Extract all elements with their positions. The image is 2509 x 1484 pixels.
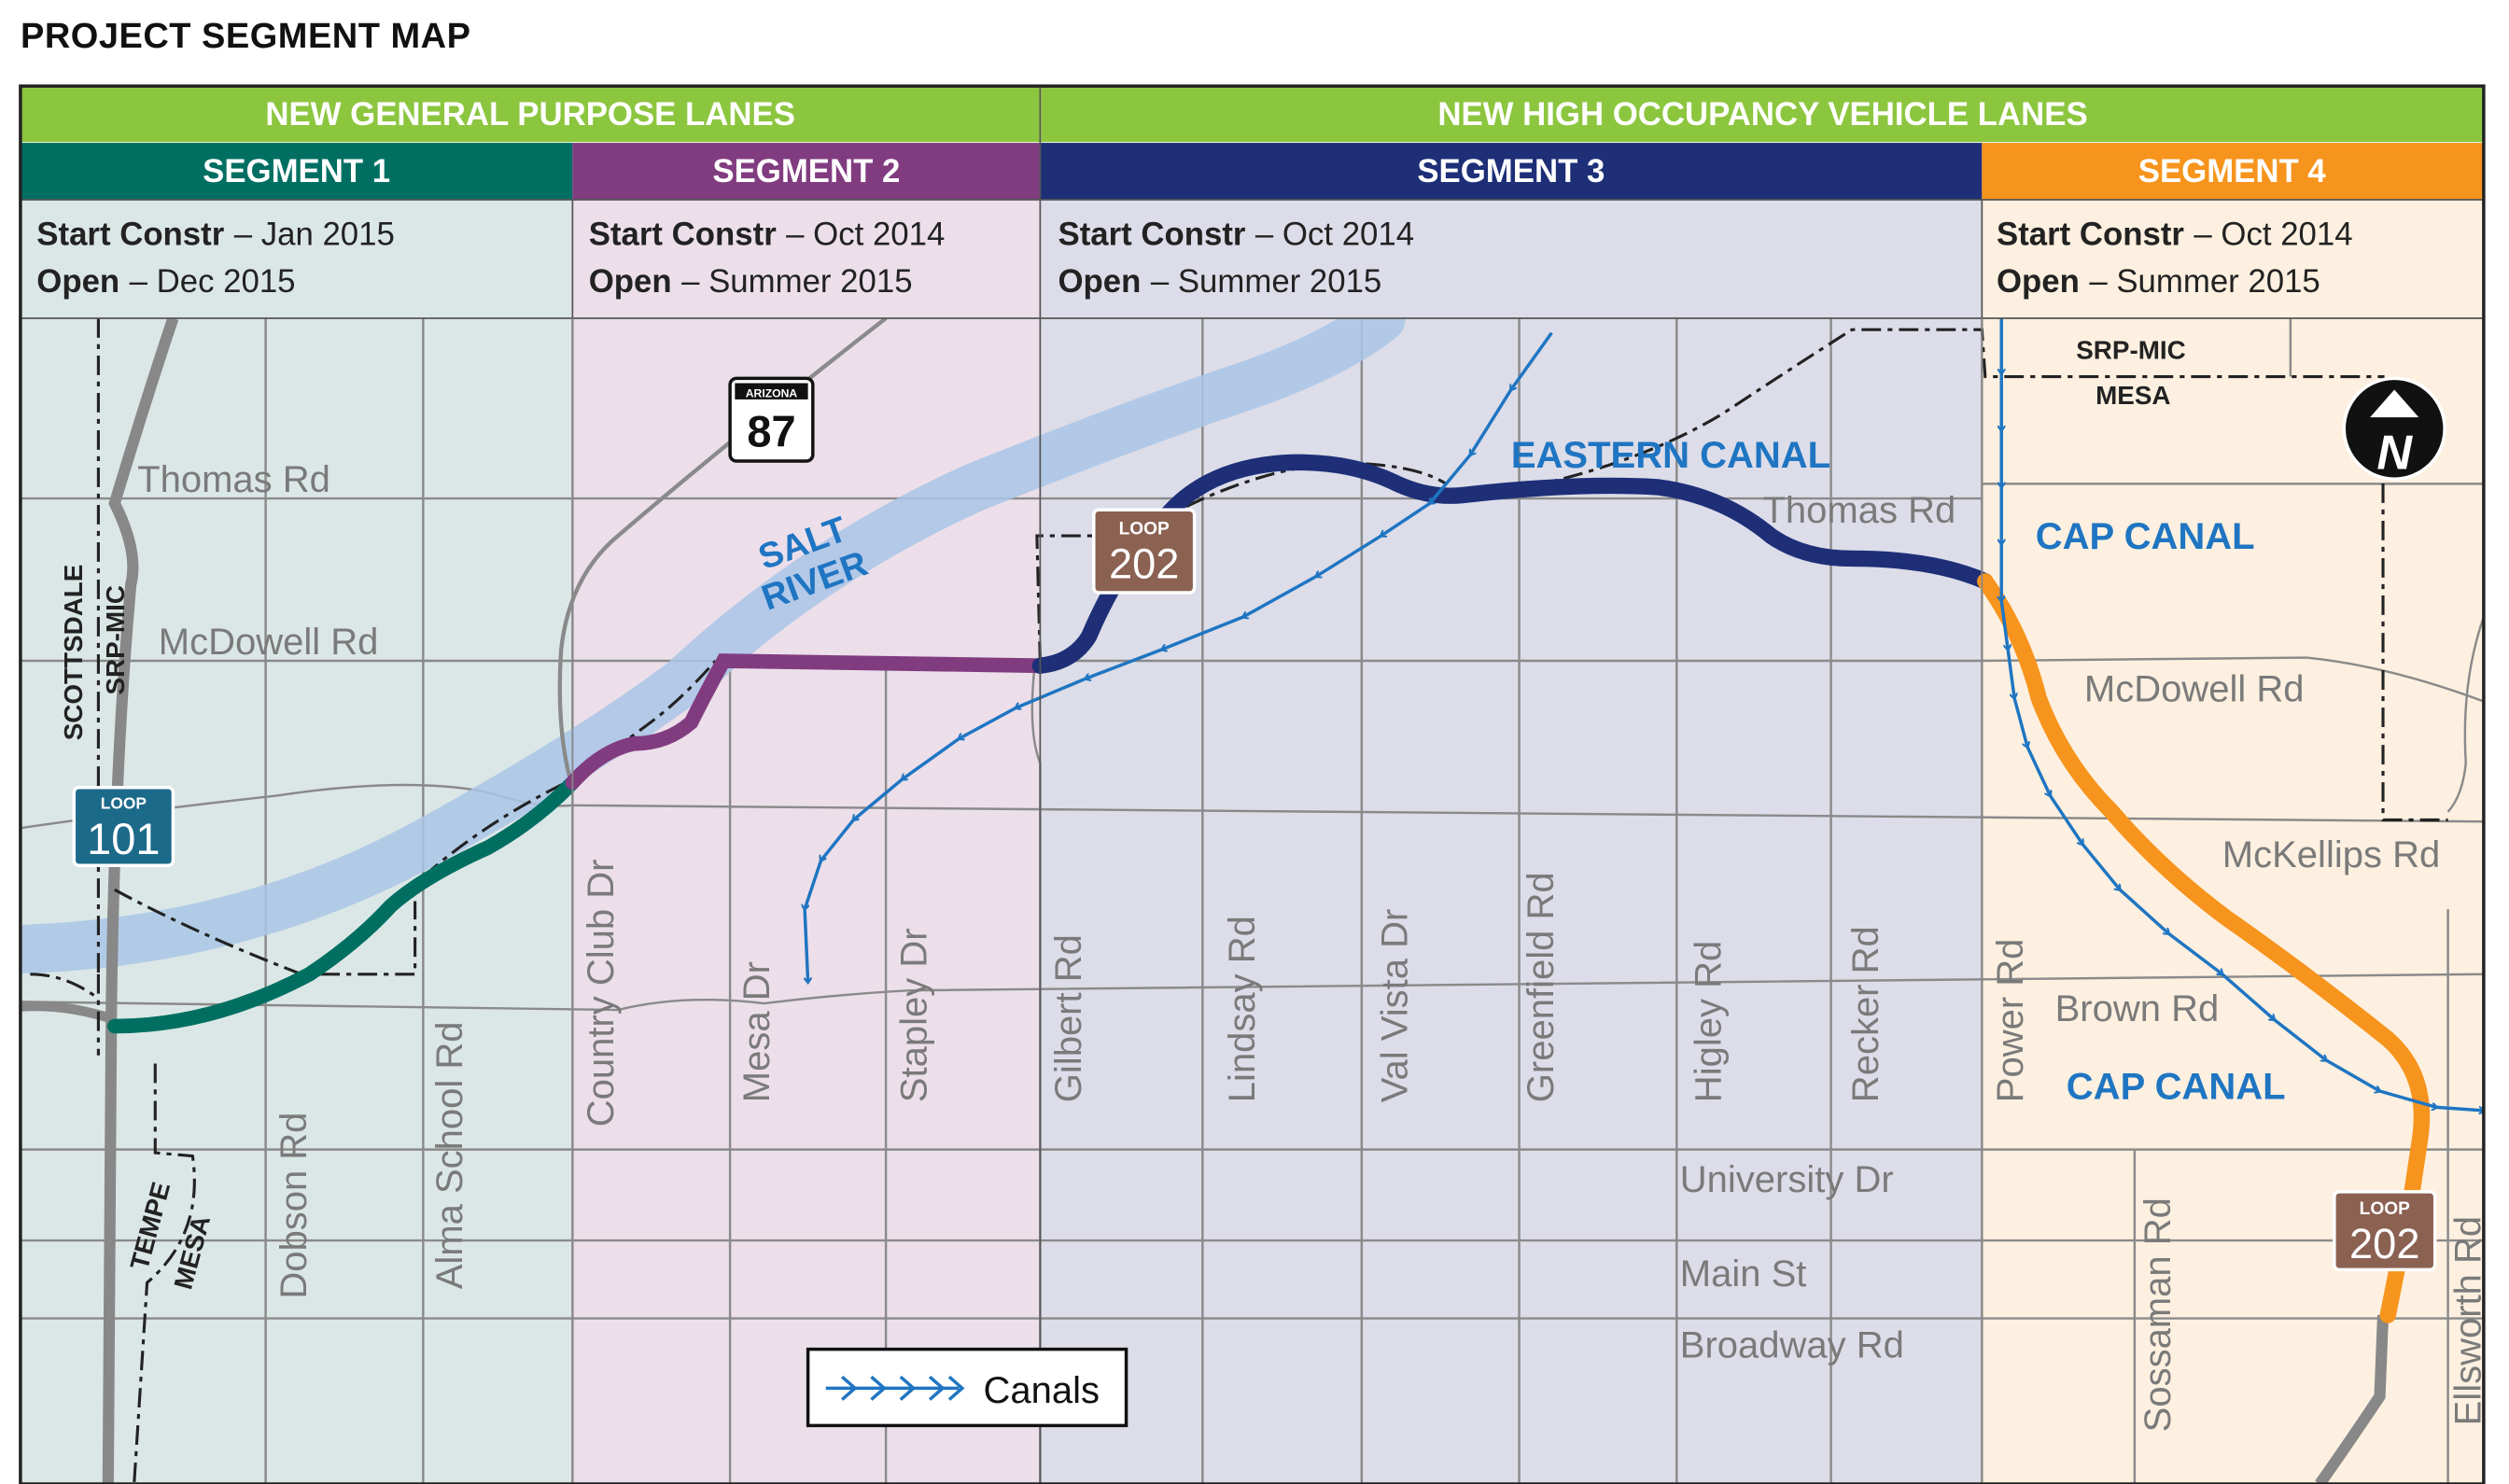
label-stapley-dr: Stapley Dr (894, 928, 935, 1102)
legend: Canals (806, 1347, 1128, 1428)
label-broadway-rd: Broadway Rd (1680, 1324, 1904, 1365)
loop202-shield-north: LOOP 202 (1092, 508, 1197, 595)
label-mckellips-rd: McKellips Rd (2222, 834, 2440, 875)
label-power-rd: Power Rd (1990, 939, 2031, 1103)
loop-202-south-freeway (2315, 1314, 2390, 1484)
label-dobson-rd: Dobson Rd (273, 1113, 315, 1299)
freeway-ramp-west (20, 1001, 117, 1025)
segment-3-title: SEGMENT 3 (1417, 154, 1605, 189)
segment-2-route (565, 653, 1048, 791)
loop202-south-number: 202 (2349, 1220, 2419, 1267)
svg-text:Start Constr– Oct 2014: Start Constr – Oct 2014 (1997, 217, 2353, 253)
label-mcdowell-rd-east: McDowell Rd (2084, 669, 2305, 710)
cap-canal-north-line (2001, 317, 2484, 1111)
label-mcdowell-rd: McDowell Rd (159, 622, 379, 663)
label-thomas-rd: Thomas Rd (137, 459, 330, 500)
segment-2-open: – Summer 2015 (681, 264, 912, 300)
segment-1-title: SEGMENT 1 (203, 154, 390, 189)
label-recker-rd: Recker Rd (1845, 926, 1886, 1102)
label-val-vista-dr: Val Vista Dr (1375, 909, 1416, 1102)
header-group-1 (20, 85, 1042, 144)
segment-1-tab (20, 143, 573, 200)
label-srp-mic-east: SRP-MIC (2076, 335, 2186, 364)
segment-3-start-label: Start Constr (1058, 217, 1246, 253)
label-university-dr: University Dr (1680, 1159, 1894, 1200)
eastern-canal-line (805, 331, 1553, 983)
label-ellsworth-rd: Ellsworth Rd (2447, 1216, 2488, 1426)
label-mesa-dr: Mesa Dr (736, 961, 778, 1102)
segment-4-start: – Oct 2014 (2194, 217, 2352, 253)
segment-1-start-label: Start Constr (36, 217, 224, 253)
loop202-north-number: 202 (1109, 539, 1179, 587)
label-greenfield-rd: Greenfield Rd (1521, 872, 1562, 1102)
loop101-shield: LOOP 101 (72, 785, 175, 867)
segment-dates: Start Constr – Jan 2015 Open – Dec 2015 St… (36, 217, 2352, 300)
label-sossaman-rd: Sossaman Rd (2138, 1197, 2179, 1432)
label-cap-canal-north: CAP CANAL (2036, 516, 2255, 557)
label-country-club-dr: Country Club Dr (581, 860, 622, 1127)
sr87-shield-state: ARIZONA (746, 386, 798, 399)
north-arrow-icon: N (2342, 376, 2446, 481)
label-scottsdale: SCOTTSDALE (59, 565, 88, 741)
svg-text:Open– Summer 2015: Open – Summer 2015 (1058, 264, 1382, 300)
loop202-north-word: LOOP (1119, 519, 1170, 539)
segment-1-open: – Dec 2015 (130, 264, 296, 300)
segment-3-tab (1040, 143, 1983, 200)
segment-4-open-label: Open (1997, 264, 2080, 300)
label-lindsay-rd: Lindsay Rd (1222, 916, 1263, 1102)
segment-4-start-label: Start Constr (1997, 217, 2184, 253)
label-cap-canal-south: CAP CANAL (2067, 1067, 2286, 1108)
segment-3-open-label: Open (1058, 264, 1142, 300)
svg-text:Start Constr– Jan 2015: Start Constr – Jan 2015 (36, 217, 395, 253)
segment-1-open-label: Open (36, 264, 119, 300)
label-mesa-east: MESA (2096, 381, 2170, 410)
loop202-shield-south: LOOP 202 (2333, 1190, 2437, 1272)
svg-text:Open– Summer 2015: Open – Summer 2015 (1997, 264, 2320, 300)
segment-1-route (106, 775, 581, 1034)
label-gilbert-rd: Gilbert Rd (1048, 934, 1089, 1102)
segment-4-title: SEGMENT 4 (2138, 154, 2327, 189)
svg-text:Start Constr– Oct 2014: Start Constr – Oct 2014 (1058, 217, 1415, 253)
label-eastern-canal: EASTERN CANAL (1511, 435, 1830, 476)
segment-4-open: – Summer 2015 (2089, 264, 2320, 300)
svg-text:Open– Summer 2015: Open – Summer 2015 (589, 264, 913, 300)
segment-2-title: SEGMENT 2 (712, 154, 900, 189)
header-group-1-label: NEW GENERAL PURPOSE LANES (265, 97, 795, 133)
segment-1-start: – Jan 2015 (234, 217, 395, 253)
segment-2-start-label: Start Constr (589, 217, 777, 253)
segment-4-tab (1982, 143, 2484, 200)
segment-3-start: – Oct 2014 (1255, 217, 1414, 253)
segment-3-open: – Summer 2015 (1151, 264, 1381, 300)
segment-2-start: – Oct 2014 (786, 217, 945, 253)
loop101-number: 101 (87, 814, 160, 863)
svg-text:Open– Dec 2015: Open – Dec 2015 (36, 264, 295, 300)
legend-canal-icon (825, 1375, 965, 1401)
segment-2-open-label: Open (589, 264, 672, 300)
sr87-shield: ARIZONA 87 (728, 376, 815, 463)
header-group-2-label: NEW HIGH OCCUPANCY VEHICLE LANES (1437, 97, 2087, 133)
loop101-word: LOOP (101, 793, 147, 812)
sr87-shield-number: 87 (747, 406, 795, 455)
north-arrow-letter: N (2376, 427, 2413, 481)
canals (805, 317, 2484, 1111)
label-srp-mic-west: SRP-MIC (101, 585, 130, 695)
page-title: PROJECT SEGMENT MAP (21, 17, 471, 56)
label-main-st: Main St (1680, 1253, 1807, 1295)
label-alma-school-rd: Alma School Rd (429, 1021, 470, 1289)
loop202-south-word: LOOP (2360, 1199, 2410, 1219)
header: NEW GENERAL PURPOSE LANES NEW HIGH OCCUP… (20, 85, 2485, 1484)
segment-2-tab (572, 143, 1041, 200)
svg-text:Start Constr– Oct 2014: Start Constr – Oct 2014 (589, 217, 946, 253)
label-brown-rd: Brown Rd (2055, 988, 2220, 1029)
label-thomas-rd-east: Thomas Rd (1762, 490, 1955, 531)
map-frame (19, 84, 2486, 1484)
legend-canals-label: Canals (983, 1370, 1100, 1411)
label-higley-rd: Higley Rd (1688, 941, 1729, 1102)
